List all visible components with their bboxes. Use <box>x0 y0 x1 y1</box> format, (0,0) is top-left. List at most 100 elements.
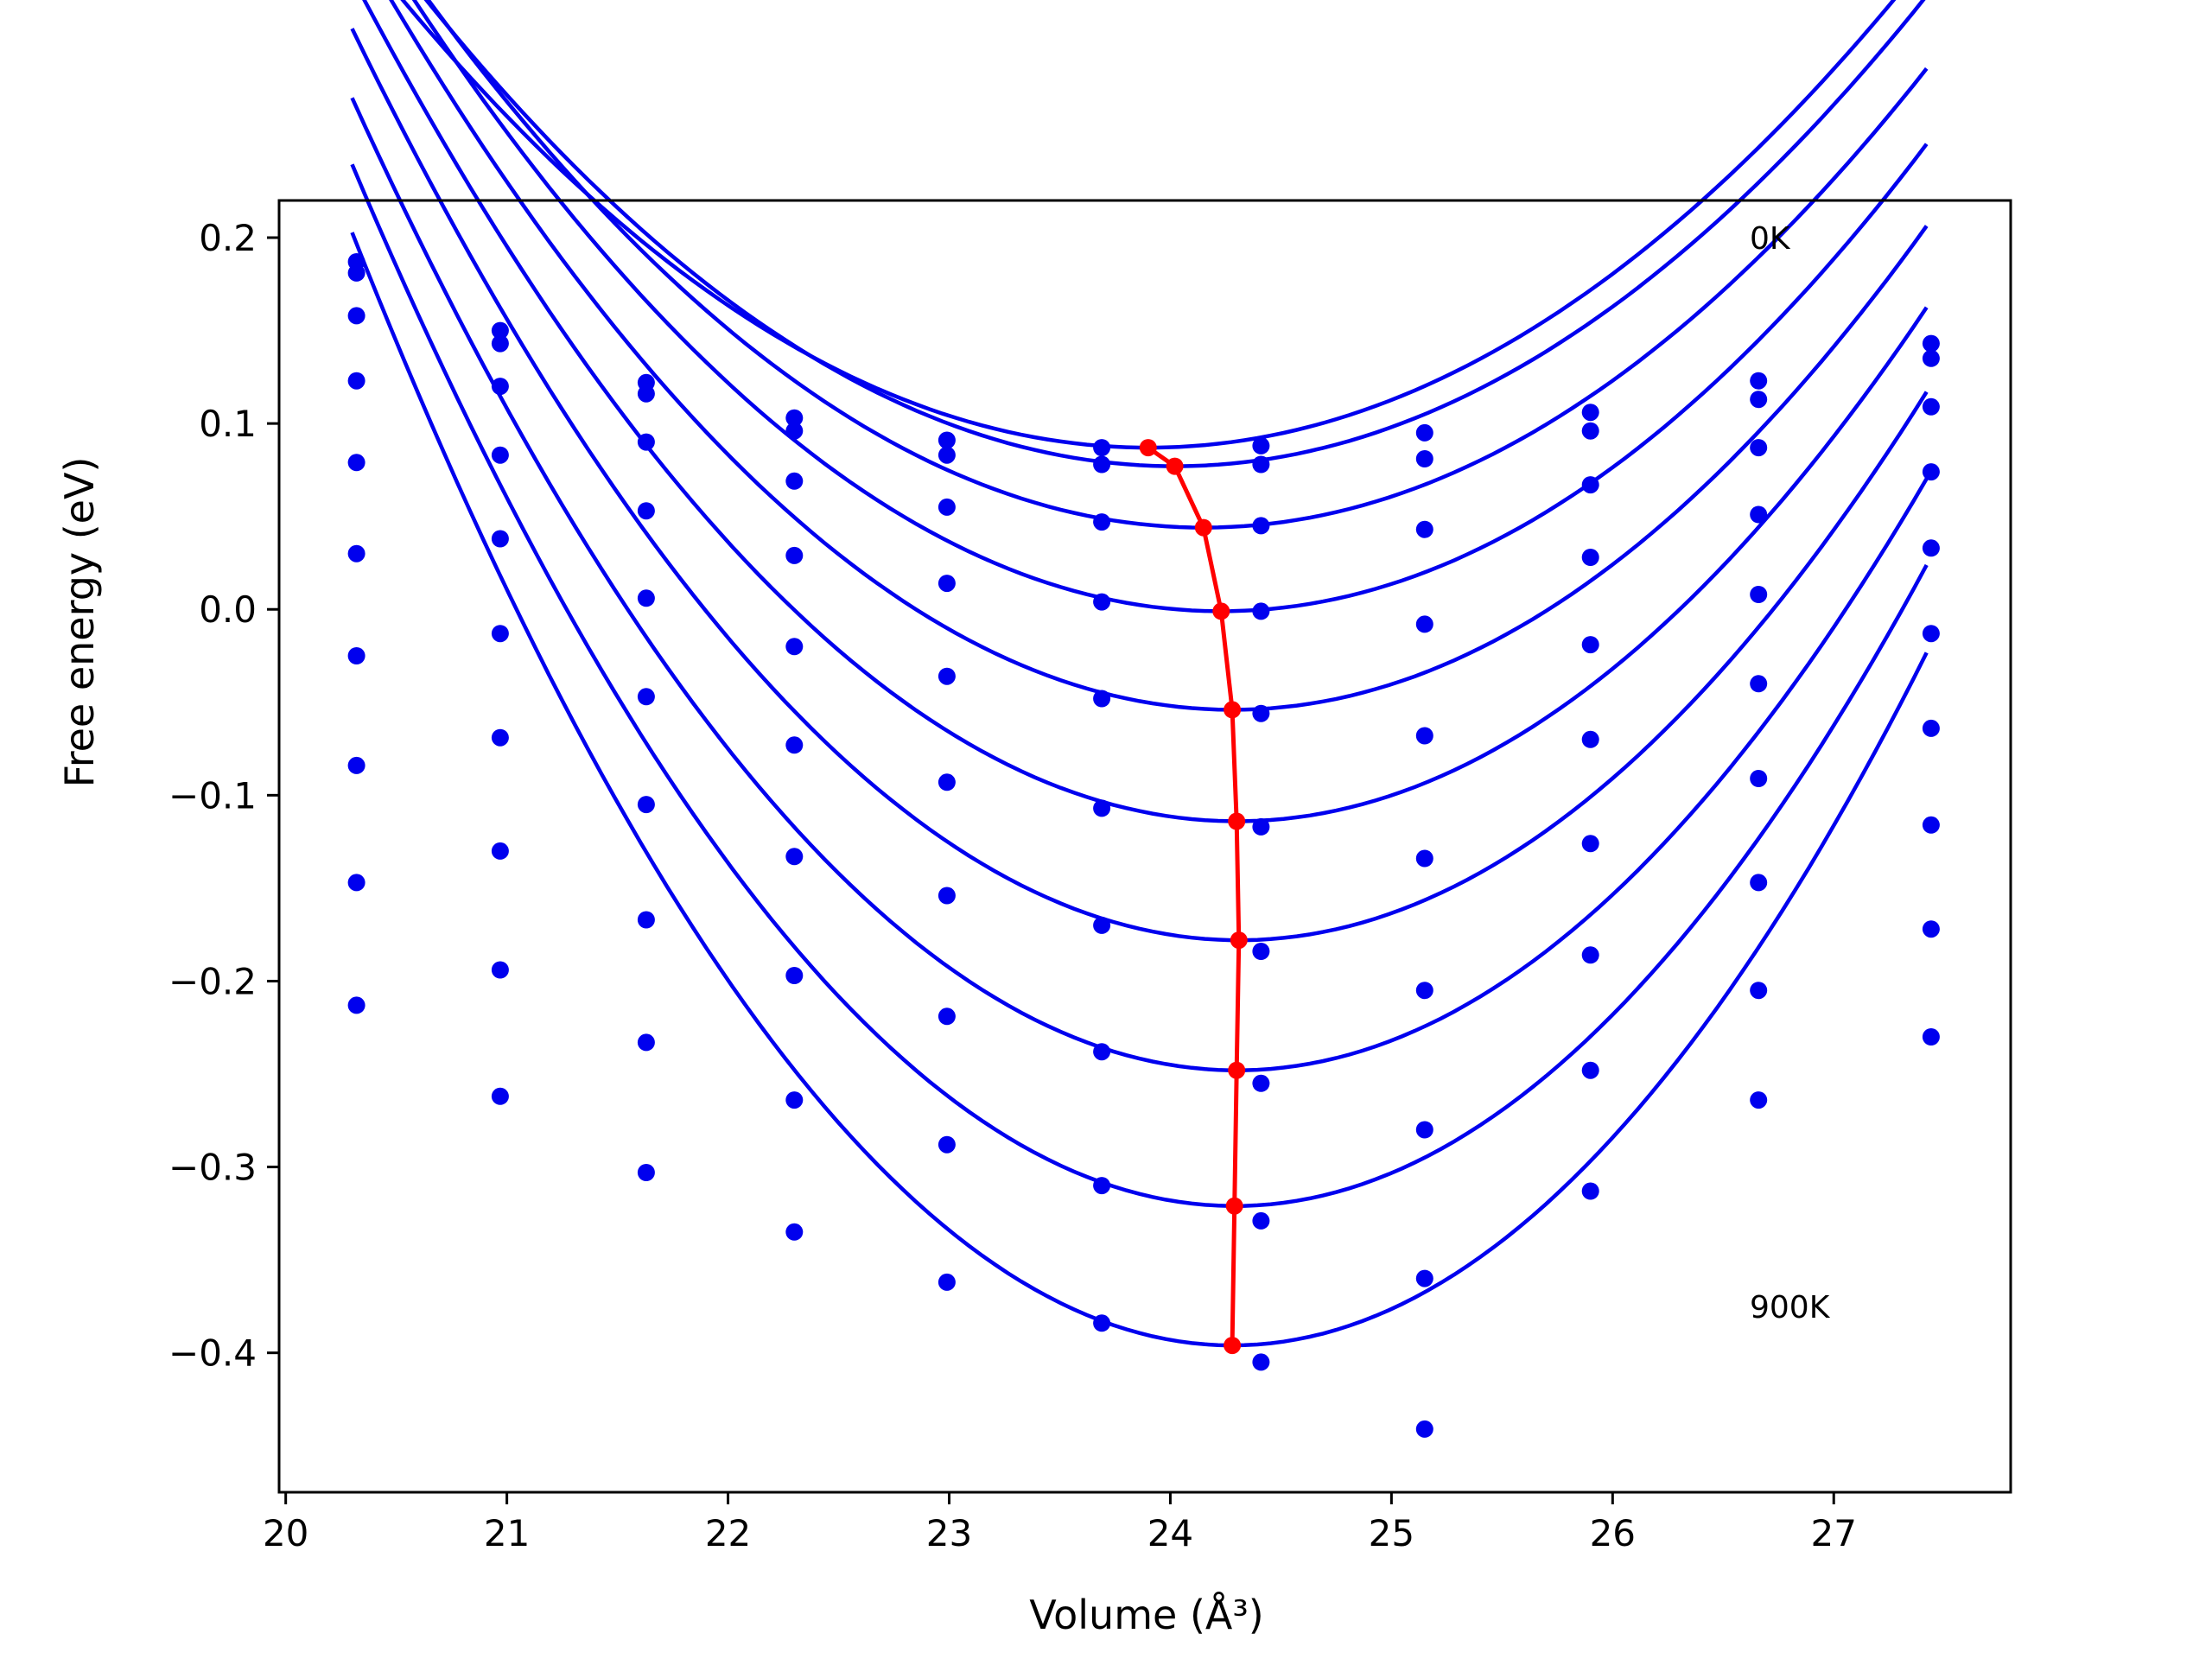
data-point-0-1 <box>491 321 509 340</box>
data-point-5-4 <box>938 773 956 791</box>
fit-curve-5 <box>362 0 1929 823</box>
annotation-0: 0K <box>1750 221 1791 257</box>
annotation-1: 900K <box>1750 1290 1831 1325</box>
data-point-9-0 <box>347 996 365 1014</box>
data-point-1-8 <box>1581 422 1599 440</box>
x-tick-label-6: 26 <box>1590 1512 1636 1554</box>
plot-frame <box>277 199 2012 1494</box>
y-axis-label: Free energy (eV) <box>56 457 103 788</box>
data-point-8-10 <box>1922 920 1940 938</box>
data-point-6-0 <box>347 647 365 664</box>
minimum-point-1 <box>1166 457 1184 475</box>
data-point-5-10 <box>1922 625 1940 643</box>
data-point-7-5 <box>1093 1043 1111 1061</box>
data-point-3-7 <box>1415 615 1433 633</box>
data-point-7-3 <box>785 967 804 984</box>
x-tick-label-0: 20 <box>263 1512 308 1554</box>
data-point-4-0 <box>347 454 365 472</box>
data-point-1-7 <box>1415 450 1433 467</box>
fit-curve-0 <box>400 0 1897 450</box>
data-point-7-10 <box>1922 816 1940 834</box>
y-tick-label-3: −0.1 <box>168 774 257 817</box>
data-point-0-8 <box>1581 404 1599 422</box>
data-point-0-10 <box>1922 334 1940 353</box>
data-point-4-8 <box>1581 636 1599 654</box>
data-point-3-1 <box>491 446 509 464</box>
data-point-9-1 <box>491 1087 509 1105</box>
data-point-1-0 <box>347 264 365 282</box>
data-point-1-1 <box>491 334 509 353</box>
data-point-6-6 <box>1252 943 1270 960</box>
data-point-4-2 <box>637 589 655 607</box>
data-point-2-9 <box>1750 439 1768 457</box>
data-point-9-7 <box>1415 1420 1433 1438</box>
data-point-7-1 <box>491 842 509 860</box>
x-tick-label-2: 22 <box>705 1512 751 1554</box>
data-point-6-9 <box>1750 770 1768 787</box>
data-point-8-0 <box>347 874 365 892</box>
data-point-7-4 <box>938 1007 956 1026</box>
data-point-2-7 <box>1415 520 1433 538</box>
data-point-5-5 <box>1093 799 1111 817</box>
data-point-6-8 <box>1581 835 1599 853</box>
data-point-6-2 <box>637 796 655 814</box>
data-point-2-4 <box>938 498 956 516</box>
minimum-line <box>1147 446 1242 1346</box>
data-point-4-7 <box>1415 727 1433 745</box>
y-tick-label-1: 0.1 <box>199 403 257 445</box>
data-point-2-10 <box>1922 397 1940 416</box>
data-point-7-0 <box>347 756 365 774</box>
data-point-0-7 <box>1415 423 1433 442</box>
data-point-7-6 <box>1252 1074 1270 1092</box>
minimum-energy-line <box>1139 439 1248 1355</box>
data-point-8-6 <box>1252 1211 1270 1230</box>
data-point-8-1 <box>491 961 509 979</box>
data-point-0-6 <box>1252 436 1270 454</box>
data-point-0-3 <box>785 409 804 427</box>
data-point-6-10 <box>1922 719 1940 737</box>
data-point-5-8 <box>1581 730 1599 748</box>
fit-curve-6 <box>350 28 1929 943</box>
fit-curve-3 <box>411 0 1929 613</box>
minimum-point-7 <box>1228 1061 1246 1079</box>
x-tick-label-3: 23 <box>926 1512 972 1554</box>
data-point-4-5 <box>1093 690 1111 708</box>
data-point-4-3 <box>785 638 804 656</box>
data-point-3-0 <box>347 372 365 390</box>
data-point-9-5 <box>1093 1314 1111 1332</box>
data-point-5-7 <box>1415 849 1433 868</box>
data-point-2-8 <box>1581 476 1599 494</box>
data-point-8-8 <box>1581 1061 1599 1079</box>
x-tick-label-5: 25 <box>1369 1512 1414 1554</box>
data-point-6-1 <box>491 728 509 747</box>
fit-curve-9 <box>350 232 1929 1348</box>
data-point-0-9 <box>1750 372 1768 390</box>
data-points <box>347 253 1940 1438</box>
minimum-point-3 <box>1212 602 1230 620</box>
data-point-8-3 <box>785 1091 804 1109</box>
x-tick-label-4: 24 <box>1147 1512 1193 1554</box>
y-tick-label-2: 0.0 <box>199 588 257 631</box>
data-point-8-9 <box>1750 982 1768 1000</box>
data-point-4-10 <box>1922 539 1940 557</box>
data-point-9-9 <box>1750 1091 1768 1109</box>
data-point-4-1 <box>491 530 509 548</box>
data-point-5-6 <box>1252 817 1270 836</box>
minimum-point-6 <box>1230 931 1248 950</box>
data-point-8-5 <box>1093 1177 1111 1195</box>
x-axis-label: Volume (Å³) <box>1029 1592 1264 1638</box>
data-point-5-9 <box>1750 675 1768 693</box>
data-point-0-4 <box>938 431 956 449</box>
data-point-3-2 <box>637 502 655 520</box>
minimum-point-4 <box>1224 701 1242 719</box>
data-point-5-1 <box>491 625 509 643</box>
data-point-3-5 <box>1093 593 1111 611</box>
data-point-2-2 <box>637 433 655 451</box>
data-point-2-1 <box>491 378 509 396</box>
data-point-3-9 <box>1750 505 1768 524</box>
minimum-point-0 <box>1139 439 1157 457</box>
minimum-point-2 <box>1194 518 1212 537</box>
data-point-9-10 <box>1922 1028 1940 1046</box>
minimum-point-9 <box>1224 1337 1242 1355</box>
